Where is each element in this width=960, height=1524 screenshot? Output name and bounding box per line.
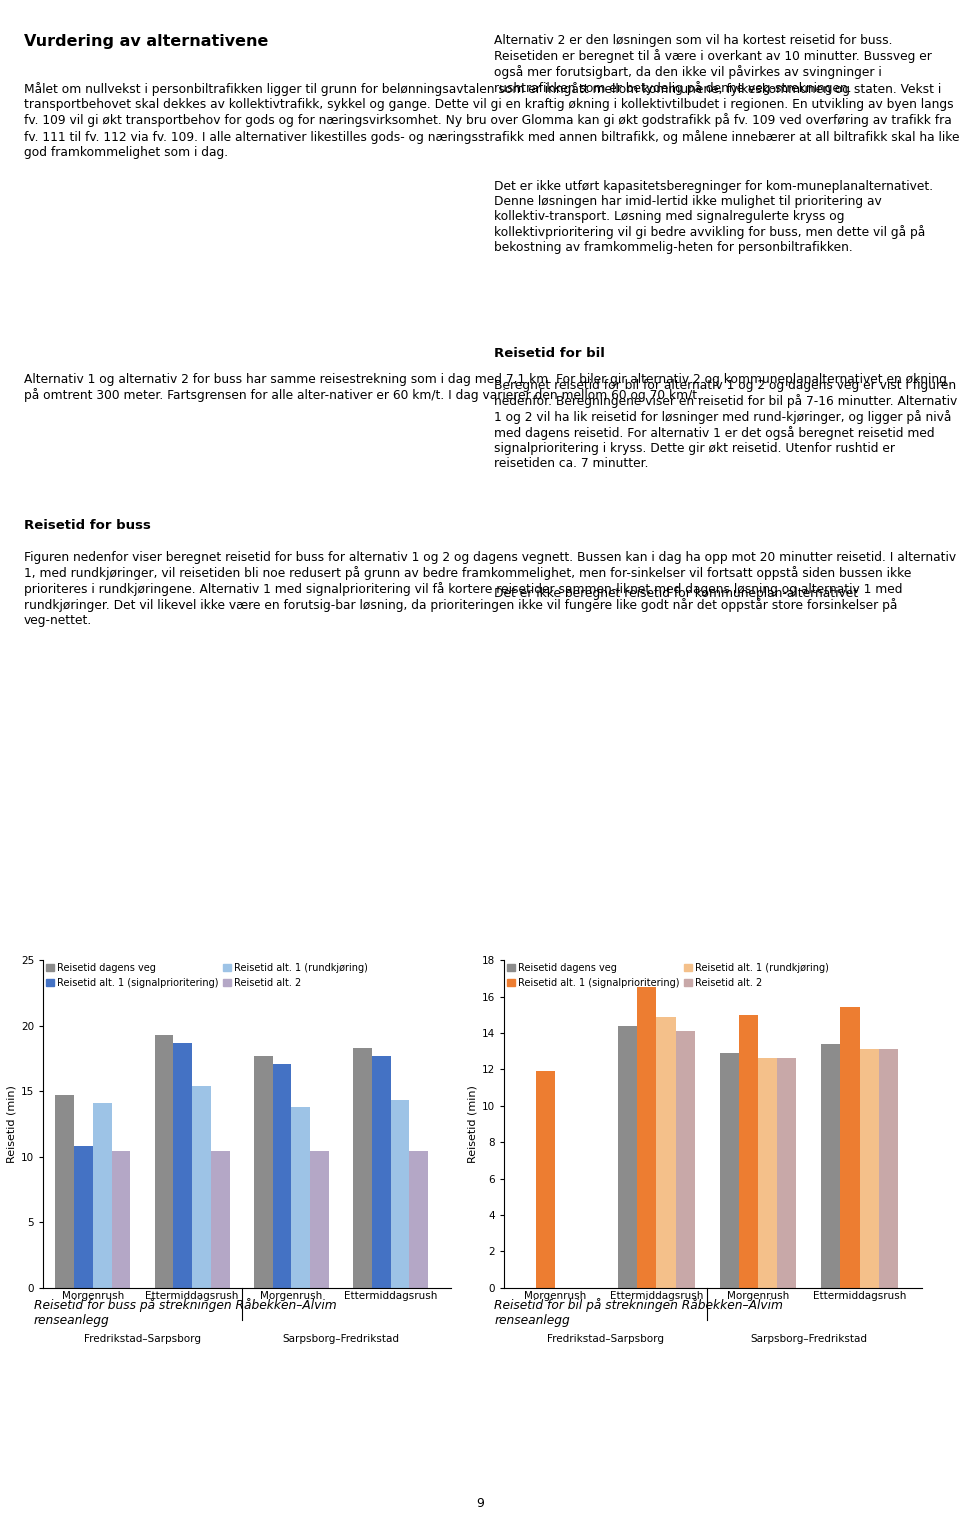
Text: Reisetid for bil på strekningen Råbekken–Alvim
renseanlegg: Reisetid for bil på strekningen Råbekken… [494, 1298, 783, 1327]
Legend: Reisetid dagens veg, Reisetid alt. 1 (signalprioritering), Reisetid alt. 1 (rund: Reisetid dagens veg, Reisetid alt. 1 (si… [44, 962, 370, 991]
Bar [174, 1042, 192, 1288]
Bar [211, 1152, 229, 1288]
Text: Alternativ 2 er den løsningen som vil ha kortest reisetid for buss. Reisetiden e: Alternativ 2 er den løsningen som vil ha… [494, 34, 932, 94]
Y-axis label: Reisetid (min): Reisetid (min) [7, 1085, 16, 1163]
Bar [878, 1050, 898, 1288]
Bar [291, 1106, 310, 1288]
Text: Det er ikke utført kapasitetsberegninger for kom-muneplanalternativet. Denne løs: Det er ikke utført kapasitetsberegninger… [494, 180, 933, 255]
Bar [111, 1152, 131, 1288]
Bar [353, 1049, 372, 1288]
Bar [676, 1032, 695, 1288]
Bar [657, 1017, 676, 1288]
Text: Figuren nedenfor viser beregnet reisetid for buss for alternativ 1 og 2 og dagen: Figuren nedenfor viser beregnet reisetid… [24, 552, 956, 628]
Bar [56, 1096, 74, 1288]
Text: Fredrikstad–Sarpsborg: Fredrikstad–Sarpsborg [84, 1334, 201, 1344]
Text: Reisetid for buss på strekningen Råbekken–Alvim
renseanlegg: Reisetid for buss på strekningen Råbekke… [34, 1298, 336, 1327]
Bar [720, 1053, 739, 1288]
Legend: Reisetid dagens veg, Reisetid alt. 1 (signalprioritering), Reisetid alt. 1 (rund: Reisetid dagens veg, Reisetid alt. 1 (si… [505, 962, 830, 991]
Text: Vurdering av alternativene: Vurdering av alternativene [24, 34, 269, 49]
Text: Målet om nullvekst i personbiltrafikken ligger til grunn for belønningsavtalen s: Målet om nullvekst i personbiltrafikken … [24, 82, 959, 158]
Bar [739, 1015, 758, 1288]
Bar [253, 1056, 273, 1288]
Bar [840, 1007, 859, 1288]
Bar [618, 1026, 637, 1288]
Y-axis label: Reisetid (min): Reisetid (min) [468, 1085, 477, 1163]
Bar [93, 1103, 111, 1288]
Text: Reisetid for bil: Reisetid for bil [494, 347, 605, 360]
Text: Fredrikstad–Sarpsborg: Fredrikstad–Sarpsborg [547, 1334, 664, 1344]
Bar [155, 1035, 174, 1288]
Text: Beregnet reisetid for bil for alternativ 1 og 2 og dagens veg er vist i figuren : Beregnet reisetid for bil for alternativ… [494, 379, 958, 471]
Bar [536, 1071, 555, 1288]
Bar [273, 1064, 291, 1288]
Bar [74, 1146, 93, 1288]
Text: 9: 9 [476, 1497, 484, 1510]
Bar [310, 1152, 328, 1288]
Bar [192, 1087, 211, 1288]
Text: Reisetid for buss: Reisetid for buss [24, 518, 151, 532]
Text: Sarpsborg–Fredrikstad: Sarpsborg–Fredrikstad [282, 1334, 399, 1344]
Bar [758, 1059, 778, 1288]
Bar [372, 1056, 391, 1288]
Bar [391, 1100, 409, 1288]
Bar [859, 1050, 878, 1288]
Bar [637, 988, 657, 1288]
Bar [778, 1059, 796, 1288]
Bar [409, 1152, 428, 1288]
Text: Alternativ 1 og alternativ 2 for buss har samme reisestrekning som i dag med 7,1: Alternativ 1 og alternativ 2 for buss ha… [24, 373, 947, 402]
Text: Det er ikke beregnet reisetid for kommuneplan-alternativet: Det er ikke beregnet reisetid for kommun… [494, 587, 858, 600]
Bar [821, 1044, 840, 1288]
Text: Sarpsborg–Fredrikstad: Sarpsborg–Fredrikstad [750, 1334, 867, 1344]
